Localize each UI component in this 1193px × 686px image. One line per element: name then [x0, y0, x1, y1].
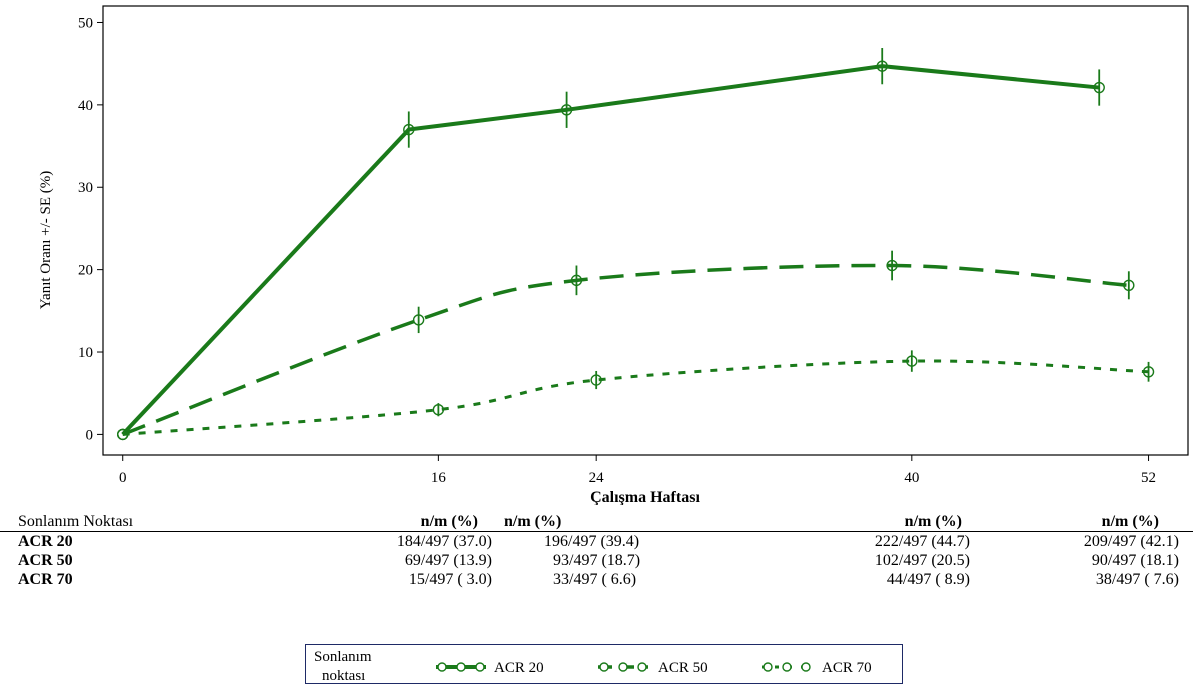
x-tick-label: 52 [1141, 470, 1156, 486]
legend-label: ACR 20 [494, 660, 544, 676]
y-tick-label: 50 [78, 15, 93, 31]
table-cell: 209/497 (42.1) [1083, 533, 1179, 550]
y-axis-title: Yanıt Oranı +/- SE (%) [38, 171, 54, 310]
legend-marker [801, 662, 811, 672]
data-point [906, 355, 918, 367]
endpoint-header: Sonlanım Noktası [0, 512, 300, 532]
endpoint-label: ACR 50 [18, 552, 73, 569]
legend-label: ACR 70 [822, 660, 872, 676]
x-tick-label: 16 [431, 470, 447, 486]
data-point [1123, 279, 1135, 291]
legend-title: noktası [322, 668, 365, 684]
y-axis: 0 10 20 30 40 50 [78, 15, 103, 443]
table-header-row: Sonlanım Noktası n/m (%) n/m (%) n/m (%)… [0, 512, 1193, 532]
table-row: ACR 70 15/497 ( 3.0) 33/497 ( 6.6) 44/49… [0, 570, 1193, 589]
legend-marker [618, 662, 628, 672]
table-cell: 102/497 (20.5) [874, 552, 970, 569]
endpoint-label: ACR 20 [18, 533, 73, 550]
legend-marker [475, 662, 485, 672]
legend-title: Sonlanım [314, 649, 372, 665]
legend-marker [456, 662, 466, 672]
legend-label: ACR 50 [658, 660, 708, 676]
data-point [1142, 366, 1155, 378]
data-point [876, 60, 888, 72]
x-tick-label: 40 [904, 470, 919, 486]
data-point [590, 374, 602, 386]
table-cell: 15/497 ( 3.0) [408, 571, 492, 588]
value-header: n/m (%) [1030, 512, 1193, 532]
table-cell: 184/497 (37.0) [396, 533, 492, 550]
data-point [1093, 81, 1105, 94]
table-cell: 69/497 (13.9) [404, 552, 492, 569]
value-header: n/m (%) [300, 512, 500, 532]
value-header: n/m (%) [670, 512, 1030, 532]
legend-marker [782, 662, 792, 672]
y-tick-label: 40 [78, 98, 93, 114]
data-point [412, 314, 425, 326]
table-row: ACR 20 184/497 (37.0) 196/497 (39.4) 222… [0, 532, 1193, 552]
y-tick-label: 0 [86, 427, 94, 443]
plot-area [117, 48, 1155, 441]
line-chart: 0 10 20 30 40 50 0 16 24 40 52 Yanıt Oranı +/- SE… [38, 5, 1189, 505]
series-acr-70 [117, 350, 1155, 441]
legend-marker [599, 662, 609, 672]
data-point [403, 123, 415, 136]
x-tick-label: 24 [589, 470, 605, 486]
series-acr-20 [117, 48, 1105, 441]
x-axis: 0 16 24 40 52 [119, 455, 1156, 486]
x-tick-label: 0 [119, 470, 127, 486]
table-cell: 33/497 ( 6.6) [553, 571, 637, 588]
data-point [560, 104, 573, 116]
data-point [570, 274, 583, 287]
table-row: ACR 50 69/497 (13.9) 93/497 (18.7) 102/4… [0, 551, 1193, 570]
table-cell: 44/497 ( 8.9) [886, 571, 970, 588]
table-cell: 222/497 (44.7) [874, 533, 970, 550]
y-tick-label: 10 [78, 345, 93, 361]
data-point [432, 403, 445, 416]
legend-marker [637, 662, 647, 672]
series-line [122, 263, 1129, 437]
endpoint-label: ACR 70 [18, 571, 73, 588]
y-tick-label: 30 [78, 180, 93, 196]
results-table: Sonlanım Noktası n/m (%) n/m (%) n/m (%)… [0, 512, 1193, 589]
table-cell: 196/497 (39.4) [544, 533, 640, 550]
table-cell: 93/497 (18.7) [553, 552, 641, 569]
series-line [121, 64, 1100, 436]
series-line [122, 359, 1149, 436]
legend: Sonlanım noktası ACR 20 ACR 50 ACR 70 [305, 644, 903, 684]
legend-marker [437, 662, 447, 672]
data-point [886, 259, 898, 272]
data-point [117, 428, 129, 441]
y-tick-label: 20 [78, 263, 93, 279]
x-axis-title: Çalışma Haftası [590, 489, 700, 505]
table-cell: 90/497 (18.1) [1091, 552, 1179, 569]
plot-frame [102, 5, 1189, 456]
table-cell: 38/497 ( 7.6) [1095, 571, 1179, 588]
legend-marker [763, 662, 773, 672]
value-header: n/m (%) [500, 512, 670, 532]
